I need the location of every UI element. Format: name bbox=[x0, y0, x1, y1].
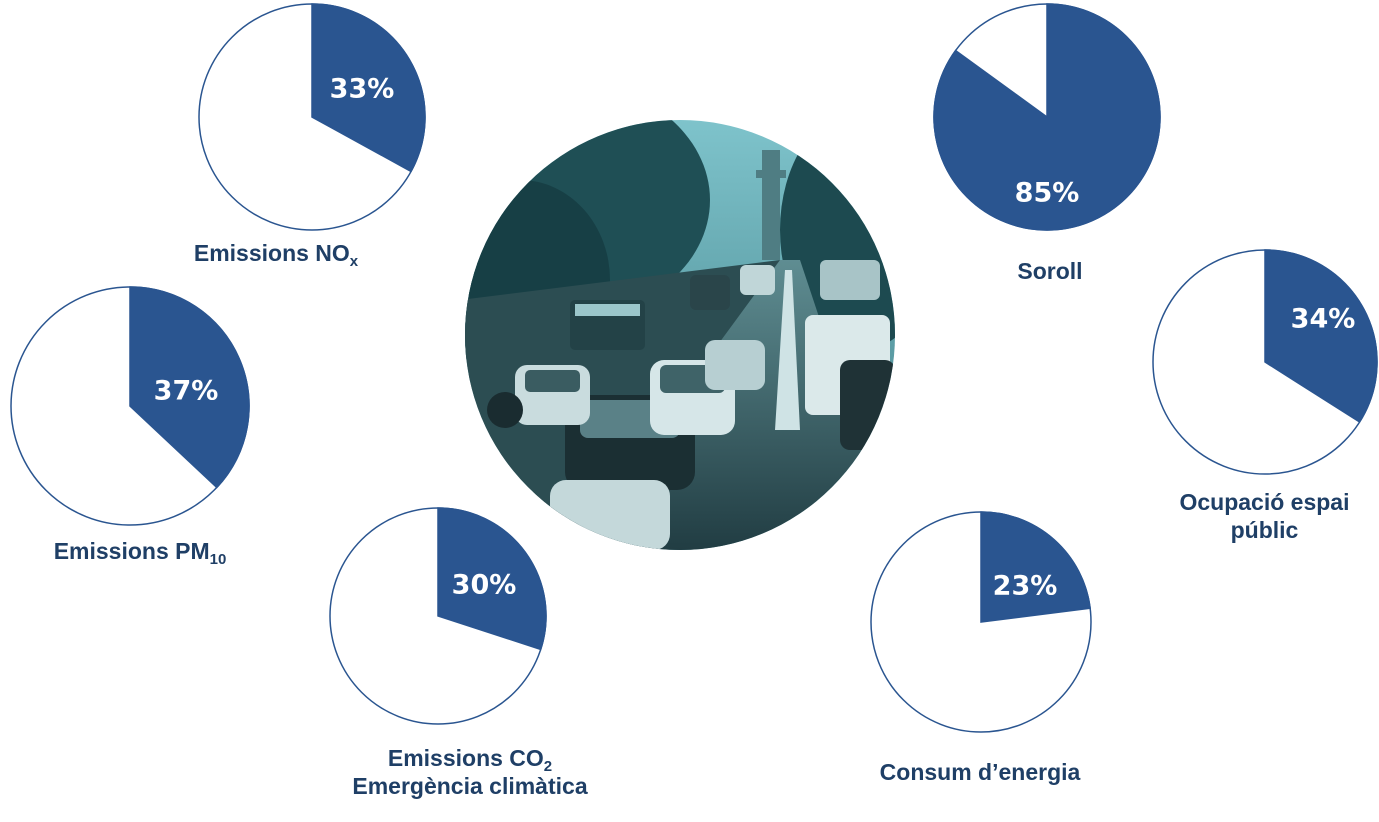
pie-nox: 33% bbox=[198, 3, 426, 231]
pie-energia-value-label: 23% bbox=[993, 571, 1058, 602]
pie-pm10-slice bbox=[129, 286, 250, 489]
pie-espai-value-label: 34% bbox=[1291, 304, 1356, 335]
pie-soroll-slice bbox=[933, 3, 1161, 231]
pie-co2: 30% bbox=[329, 507, 547, 725]
label-espai: Ocupació espai públic bbox=[1179, 489, 1350, 543]
pie-soroll: 85% bbox=[933, 3, 1161, 231]
label-nox: Emissions NOx bbox=[193, 240, 359, 270]
pie-co2-slice bbox=[437, 507, 547, 651]
pie-nox-slice bbox=[311, 3, 426, 173]
label-energia: Consum d’energia bbox=[879, 759, 1081, 785]
pie-energia: 23% bbox=[870, 511, 1092, 733]
pie-espai-slice bbox=[1264, 249, 1378, 424]
pie-pm10-value-label: 37% bbox=[154, 376, 219, 407]
pie-nox-value-label: 33% bbox=[330, 74, 395, 105]
pie-espai: 34% bbox=[1152, 249, 1378, 475]
label-pm10: Emissions PM10 bbox=[53, 538, 227, 568]
pie-pm10: 37% bbox=[10, 286, 250, 526]
traffic-photo bbox=[465, 120, 895, 550]
pie-energia-slice bbox=[980, 511, 1091, 623]
label-soroll: Soroll bbox=[1017, 258, 1083, 284]
pie-soroll-value-label: 85% bbox=[1015, 178, 1080, 209]
label-co2: Emissions CO2 Emergència climàtica bbox=[352, 745, 588, 799]
pie-co2-value-label: 30% bbox=[452, 570, 517, 601]
